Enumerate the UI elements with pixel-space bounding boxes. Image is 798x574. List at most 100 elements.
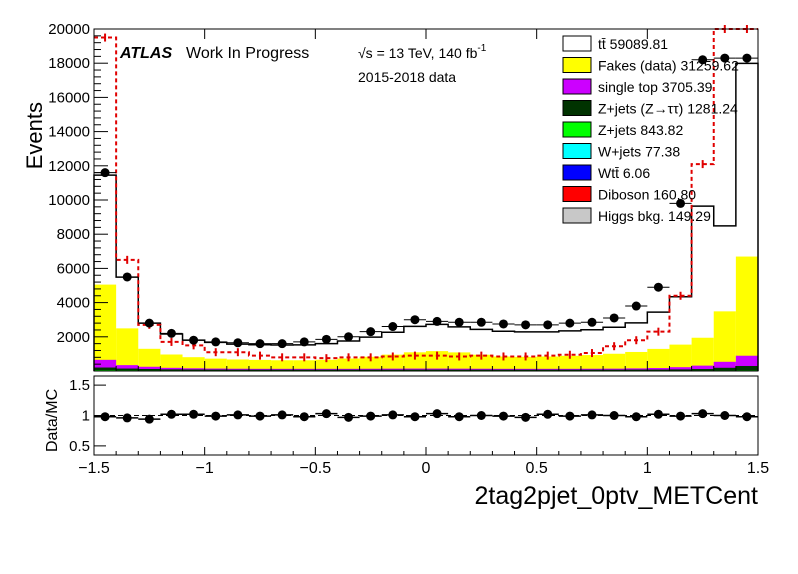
ratio-y-tick-label-1: 1 [82,408,90,425]
data-point-21 [565,318,575,328]
stack-bar-5-25 [647,369,670,371]
stack-bar-5-4 [182,369,205,371]
stack-bar-7-22 [580,355,604,371]
ratio-point-28 [720,411,730,420]
stack-bar-7-4 [182,357,205,371]
main-x-axis-ticks [93,29,759,371]
ratio-point-15 [432,409,442,419]
stack-bar-5-18 [492,369,515,371]
stack-bar-5-16 [448,369,471,371]
x-tick-label-2: −0.5 [300,460,332,477]
data-point-3 [166,328,176,338]
data-point-11 [344,332,354,342]
ratio-panel: 0.5 1 1.5 −1.5 −1 −0.5 0 0.5 1 1.5 Data/MC [44,375,769,477]
stack-bar-5-6 [226,369,249,371]
ratio-point-20 [543,409,553,419]
energy-text: √s = 13 TeV, 140 fb [358,45,478,61]
stack-bar-5-20 [536,369,559,371]
legend-label-6: Wtt̄ 6.06 [598,165,650,181]
stack-bar-6-2 [138,366,161,371]
energy-label: √s = 13 TeV, 140 fb-1 [358,43,487,61]
legend-label-1: Fakes (data) 31259.62 [598,58,739,74]
data-point-27 [698,55,708,65]
data-point-8 [277,339,287,349]
stack-bar-6-27 [691,365,714,371]
legend-swatch-8 [562,207,592,224]
stack-bar-6-28 [713,361,736,371]
data-point-7 [255,339,265,349]
ratio-point-16 [454,412,464,422]
data-point-23 [609,313,619,323]
ratio-point-1 [122,413,132,423]
legend-swatch-7 [562,186,592,202]
atlas-label: ATLAS [119,45,172,62]
ratio-point-14 [410,412,420,422]
stack-bar-7-21 [558,355,581,371]
y-tick-label-9: 20000 [48,21,90,38]
ratio-point-6 [233,410,243,420]
data-layer [94,53,758,349]
data-point-9 [299,337,309,347]
ratio-point-26 [676,411,686,421]
stack-bar-5-2 [138,368,161,371]
stack-bar-7-0 [94,284,117,371]
stack-bar-7-11 [337,358,360,371]
data-point-6 [233,338,243,348]
y-tick-label-2: 6000 [57,260,90,277]
ratio-point-19 [521,412,531,422]
stack-bar-5-10 [315,369,338,371]
legend-swatch-3 [562,100,592,116]
stack-bar-7-24 [625,351,648,371]
legend-label-3: Z+jets (Z→ττ) 1281.24 [598,101,738,117]
ratio-point-0 [100,412,110,422]
y-tick-label-7: 16000 [48,89,90,106]
ratio-point-25 [653,409,663,419]
legend-label-4: Z+jets 843.82 [598,122,683,138]
stack-bar-5-15 [426,369,449,371]
stack-bar-7-19 [514,356,537,371]
legend-swatch-2 [562,78,592,95]
stack-bar-6-0 [94,359,117,371]
data-point-2 [144,318,154,328]
data-point-10 [321,334,331,344]
ratio-point-4 [189,409,199,419]
status-label: Work In Progress [186,45,309,62]
stack-bar-7-14 [403,352,426,371]
legend-label-5: W+jets 77.38 [598,144,680,160]
stack-bar-6-25 [647,368,670,371]
x-tick-label-1: −1 [196,460,214,477]
energy-sup: -1 [477,43,486,54]
data-point-24 [631,301,641,311]
ratio-y-axis-label: Data/MC [44,389,61,452]
y-tick-label-6: 14000 [48,124,90,141]
legend: tt̄ 59089.81 Fakes (data) 31259.62 single … [562,35,739,224]
ratio-y-tick-label-2: 1.5 [69,377,90,394]
data-point-25 [653,282,663,292]
data-point-1 [122,272,132,282]
ratio-point-8 [277,410,287,420]
stack-bar-7-13 [381,354,404,371]
ratio-point-3 [166,409,176,419]
legend-swatch-0 [562,35,592,52]
ratio-y-axis: 0.5 1 1.5 [69,377,106,455]
data-point-16 [454,317,464,327]
stack-bar-7-9 [293,360,316,371]
stack-bar-7-3 [160,354,183,371]
legend-swatch-6 [562,164,592,181]
y-tick-label-4: 10000 [48,192,90,209]
stack-bar-5-24 [625,369,648,371]
dataset-label: 2015-2018 data [358,69,456,85]
x-tick-label-3: 0 [422,460,431,477]
stack-bar-7-12 [359,356,382,371]
stack-bar-7-8 [271,360,294,371]
data-point-15 [432,316,442,326]
ratio-y-tick-label-0: 0.5 [69,438,90,455]
stack-bar-8-27 [691,206,714,371]
stack-bar-5-26 [669,369,692,371]
main-panel: 2000 4000 6000 8000 10000 12000 14000 16000 1800… [22,21,759,372]
ratio-point-7 [255,411,265,421]
data-point-4 [189,335,199,345]
stack-bar-7-2 [138,348,161,371]
y-tick-label-0: 2000 [57,329,90,346]
y-tick-label-5: 12000 [48,158,90,175]
